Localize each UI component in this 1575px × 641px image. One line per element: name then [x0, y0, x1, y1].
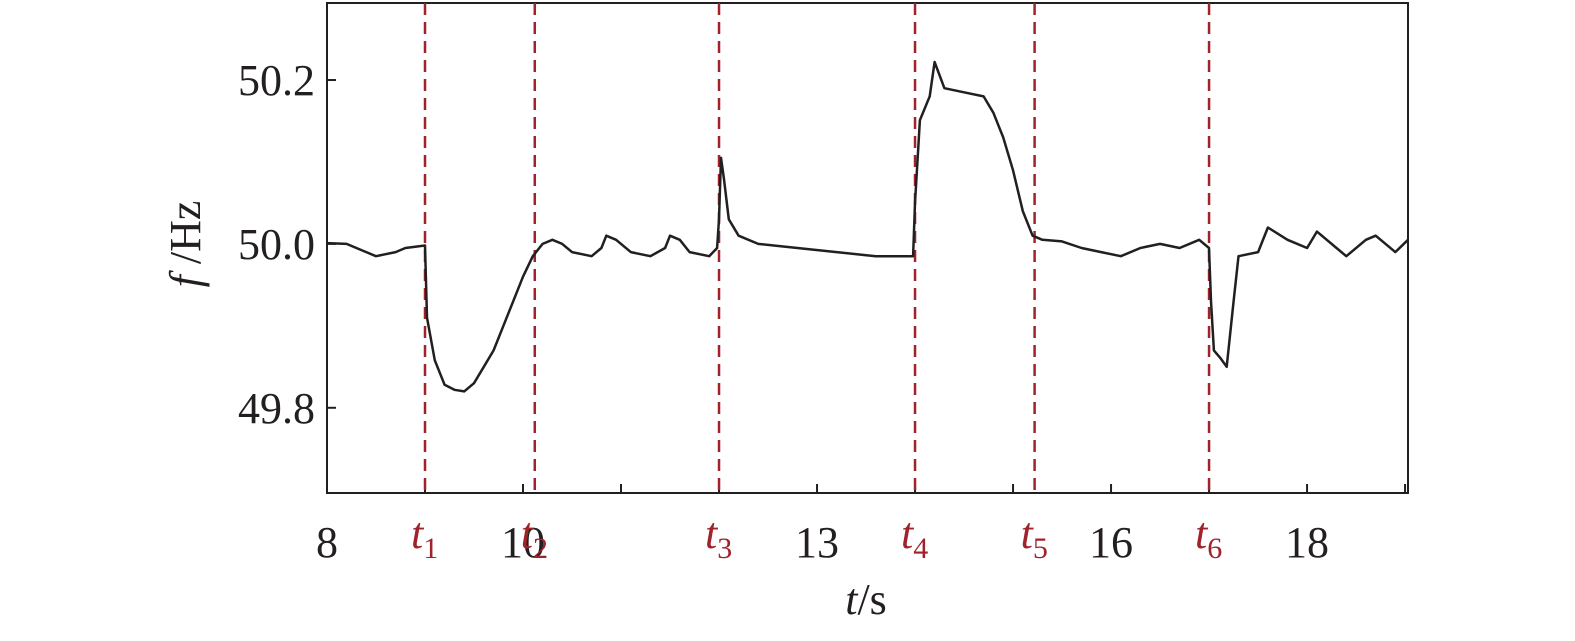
- x-axis-var: t: [845, 575, 859, 624]
- event-index: 6: [1207, 532, 1222, 565]
- event-symbol: t: [1021, 509, 1035, 558]
- x-tick-label: 13: [795, 518, 839, 567]
- x-tick-label: 8: [316, 518, 338, 567]
- x-tick-label: 16: [1089, 518, 1133, 567]
- event-index: 4: [913, 532, 928, 565]
- x-tick-label: 18: [1285, 518, 1329, 567]
- event-index: 1: [423, 532, 438, 565]
- x-tick-label: 10: [501, 518, 545, 567]
- y-axis-label: f /Hz: [161, 201, 210, 288]
- event-index: 2: [533, 532, 548, 565]
- event-symbol: t: [901, 509, 915, 558]
- x-axis-unit: /s: [857, 575, 886, 624]
- frequency-line: [326, 60, 1409, 393]
- event-label: t3: [705, 509, 732, 565]
- event-symbol: t: [705, 509, 719, 558]
- event-index: 3: [717, 532, 732, 565]
- event-symbol: t: [411, 509, 425, 558]
- event-symbol: t: [521, 509, 535, 558]
- y-tick-label: 50.0: [238, 220, 315, 269]
- event-label: t6: [1195, 509, 1222, 565]
- y-axis-unit: /Hz: [161, 201, 210, 276]
- y-tick-label: 50.2: [238, 56, 315, 105]
- plot-frame: [326, 2, 1409, 494]
- event-symbol: t: [1195, 509, 1209, 558]
- event-label: t5: [1021, 509, 1048, 565]
- event-index: 5: [1033, 532, 1048, 565]
- x-axis-label: t/s: [845, 575, 887, 624]
- event-label: t4: [901, 509, 928, 565]
- y-tick-label: 49.8: [238, 384, 315, 433]
- event-label: t2: [521, 509, 548, 565]
- event-label: t1: [411, 509, 438, 565]
